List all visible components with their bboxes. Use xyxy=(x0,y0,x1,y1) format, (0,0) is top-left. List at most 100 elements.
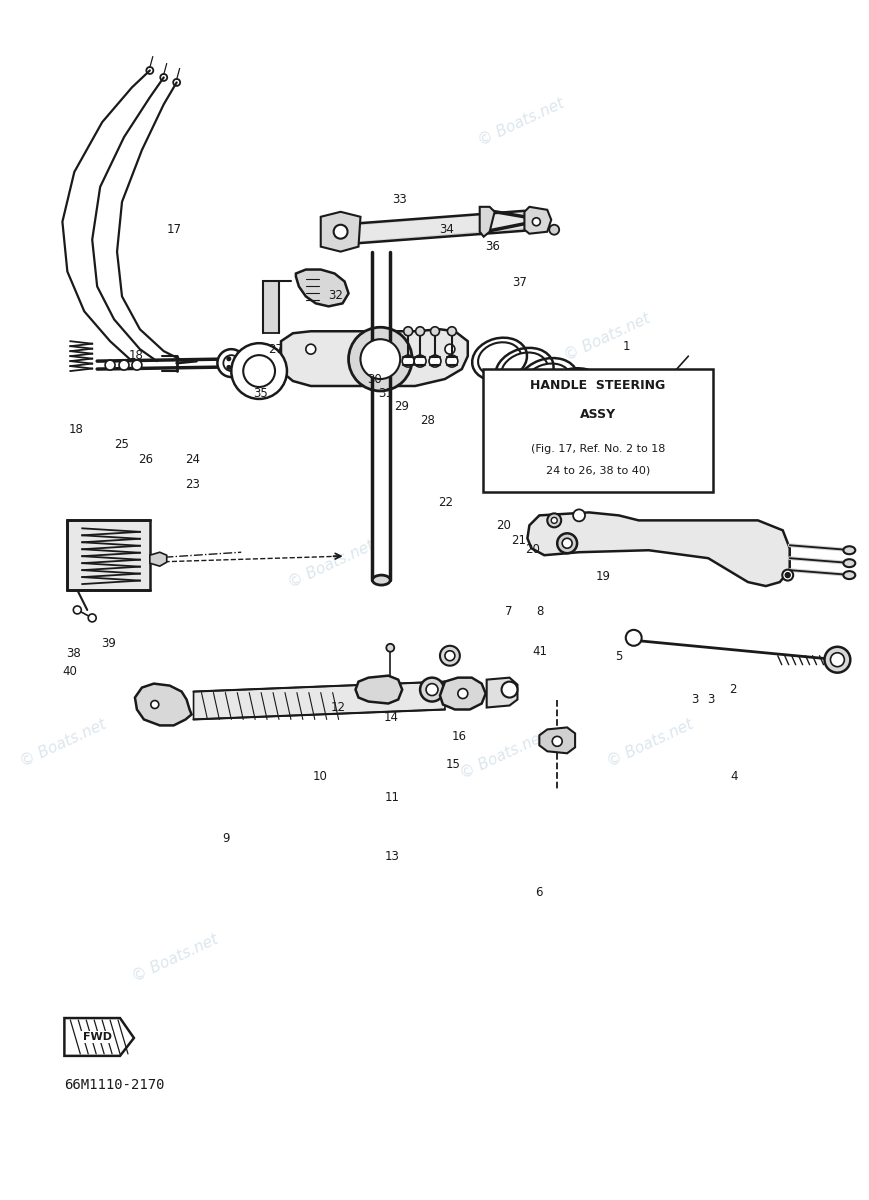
Ellipse shape xyxy=(546,374,596,415)
Circle shape xyxy=(552,737,562,746)
Text: 33: 33 xyxy=(393,193,408,206)
Circle shape xyxy=(415,355,426,367)
Ellipse shape xyxy=(844,559,855,568)
Text: 6: 6 xyxy=(535,886,543,899)
Text: 39: 39 xyxy=(101,636,116,649)
Text: 18: 18 xyxy=(129,349,143,361)
Circle shape xyxy=(551,517,557,523)
Circle shape xyxy=(387,643,395,652)
Text: 35: 35 xyxy=(253,386,268,400)
Circle shape xyxy=(404,326,413,336)
Ellipse shape xyxy=(373,575,390,586)
Text: © Boats.net: © Boats.net xyxy=(475,96,567,149)
Polygon shape xyxy=(321,212,361,252)
Circle shape xyxy=(557,533,577,553)
Circle shape xyxy=(119,360,129,370)
Text: 26: 26 xyxy=(138,452,153,466)
Text: © Boats.net: © Boats.net xyxy=(458,728,549,781)
Text: HANDLE  STEERING: HANDLE STEERING xyxy=(530,379,666,391)
Circle shape xyxy=(429,355,441,367)
Circle shape xyxy=(445,650,454,661)
Text: © Boats.net: © Boats.net xyxy=(130,932,221,985)
Circle shape xyxy=(89,614,96,622)
Text: 24 to 26, 38 to 40): 24 to 26, 38 to 40) xyxy=(546,466,650,476)
Ellipse shape xyxy=(844,546,855,554)
Polygon shape xyxy=(295,270,348,306)
Circle shape xyxy=(547,514,561,527)
Text: 9: 9 xyxy=(222,833,229,845)
Text: 22: 22 xyxy=(438,496,454,509)
Text: 25: 25 xyxy=(115,438,129,451)
Text: 38: 38 xyxy=(66,647,81,660)
Ellipse shape xyxy=(844,571,855,580)
Circle shape xyxy=(446,355,458,367)
Circle shape xyxy=(223,355,239,371)
Circle shape xyxy=(348,328,412,391)
Text: 15: 15 xyxy=(445,758,460,772)
Text: 19: 19 xyxy=(595,570,610,583)
Text: 21: 21 xyxy=(511,534,526,547)
Circle shape xyxy=(549,224,559,235)
Text: 40: 40 xyxy=(63,665,77,678)
Polygon shape xyxy=(540,727,575,754)
Text: 20: 20 xyxy=(526,544,541,557)
Circle shape xyxy=(361,340,401,379)
Ellipse shape xyxy=(589,389,638,433)
Circle shape xyxy=(426,684,438,696)
Circle shape xyxy=(458,689,468,698)
Polygon shape xyxy=(149,552,167,566)
Polygon shape xyxy=(524,206,551,234)
Text: © Boats.net: © Boats.net xyxy=(605,716,696,770)
Text: 10: 10 xyxy=(313,770,328,784)
Polygon shape xyxy=(487,678,517,708)
Ellipse shape xyxy=(478,342,521,376)
Text: 41: 41 xyxy=(533,644,547,658)
Ellipse shape xyxy=(582,382,646,440)
Circle shape xyxy=(448,326,456,336)
FancyBboxPatch shape xyxy=(482,368,713,492)
Circle shape xyxy=(151,701,159,708)
Polygon shape xyxy=(194,682,445,720)
Text: 23: 23 xyxy=(185,478,200,491)
Text: 20: 20 xyxy=(496,520,511,533)
Circle shape xyxy=(231,343,287,398)
Polygon shape xyxy=(480,206,494,236)
Text: © Boats.net: © Boats.net xyxy=(285,538,376,590)
Polygon shape xyxy=(281,329,468,386)
Text: ASSY: ASSY xyxy=(580,408,616,421)
Circle shape xyxy=(235,361,238,365)
Polygon shape xyxy=(355,676,402,703)
Circle shape xyxy=(430,326,440,336)
Ellipse shape xyxy=(501,353,547,390)
Circle shape xyxy=(626,630,641,646)
Circle shape xyxy=(217,349,245,377)
Circle shape xyxy=(562,539,572,548)
Text: 31: 31 xyxy=(378,386,393,400)
Ellipse shape xyxy=(523,364,572,402)
Text: 17: 17 xyxy=(166,223,182,236)
Polygon shape xyxy=(263,282,279,334)
Circle shape xyxy=(402,355,415,367)
Text: 3: 3 xyxy=(692,692,699,706)
Text: 4: 4 xyxy=(730,770,738,784)
Circle shape xyxy=(132,360,142,370)
Text: 12: 12 xyxy=(331,701,346,714)
Polygon shape xyxy=(68,521,149,590)
Polygon shape xyxy=(135,684,191,726)
Circle shape xyxy=(533,217,541,226)
Text: 1: 1 xyxy=(622,341,630,353)
Text: 18: 18 xyxy=(69,422,83,436)
Circle shape xyxy=(243,355,275,386)
Text: © Boats.net: © Boats.net xyxy=(561,311,653,364)
Text: (Fig. 17, Ref. No. 2 to 18: (Fig. 17, Ref. No. 2 to 18 xyxy=(530,444,665,455)
Text: 16: 16 xyxy=(451,730,466,743)
Text: 27: 27 xyxy=(269,343,283,355)
Text: 2: 2 xyxy=(728,683,736,696)
Text: 8: 8 xyxy=(536,606,543,618)
Circle shape xyxy=(501,682,517,697)
Circle shape xyxy=(415,326,425,336)
Text: 37: 37 xyxy=(512,276,527,289)
Text: 34: 34 xyxy=(439,223,454,236)
Polygon shape xyxy=(440,678,486,709)
Polygon shape xyxy=(527,512,790,586)
